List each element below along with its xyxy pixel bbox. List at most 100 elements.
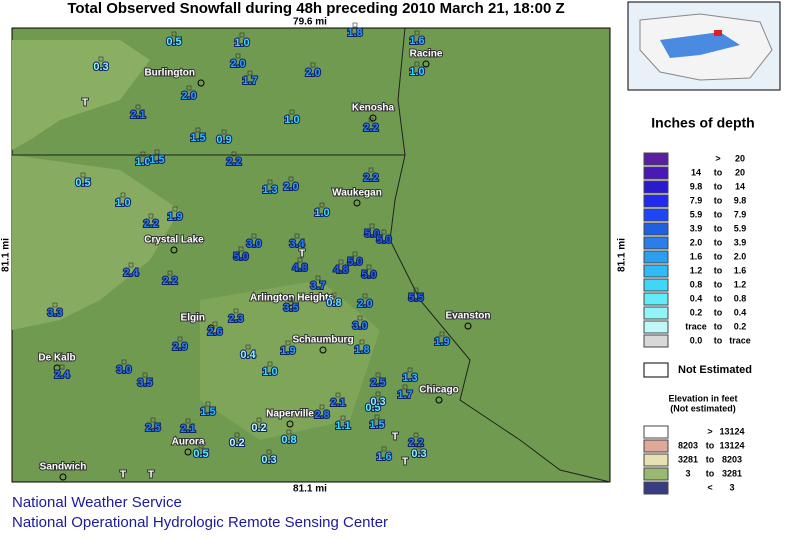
station-marker: [357, 315, 363, 321]
legend-label: >: [707, 426, 712, 436]
station-marker: [315, 275, 321, 281]
station-marker: [267, 179, 273, 185]
station-value: 2.0: [181, 90, 196, 102]
station-value: 1.6: [376, 451, 391, 463]
station-marker: [331, 292, 337, 298]
inset-region: [714, 30, 722, 36]
station-value: 1.5: [369, 419, 384, 431]
legend-swatch: [643, 292, 669, 306]
station-value: 4.8: [333, 264, 348, 276]
station-marker: [416, 443, 422, 449]
legend-label: 1.6: [734, 265, 747, 275]
station-value: 1.6: [409, 35, 424, 47]
station-marker: [381, 446, 387, 452]
station-value: 3.7: [310, 280, 325, 292]
station-marker: [212, 321, 218, 327]
station-value: 0.3: [370, 396, 385, 408]
legend-swatch: [643, 453, 669, 467]
station-value: 0.2: [251, 422, 266, 434]
station-value: 3.0: [352, 320, 367, 332]
legend-swatch: [643, 166, 669, 180]
legend-label: trace: [729, 335, 751, 345]
station-marker: [374, 414, 380, 420]
legend-label: 8203: [678, 440, 698, 450]
station-marker: [267, 361, 273, 367]
legend-label: to: [714, 293, 723, 303]
station-marker: [128, 262, 134, 268]
station-value: 0.3: [411, 448, 426, 460]
legend-swatch: [643, 467, 669, 481]
footer-line: National Weather Service: [12, 494, 182, 511]
station-value: 2.3: [228, 313, 243, 325]
station-marker: [375, 391, 381, 397]
station-value: 1.9: [434, 336, 449, 348]
legend-label: 14: [691, 167, 701, 177]
station-value: 2.2: [226, 156, 241, 168]
station-value: 1.0: [115, 197, 130, 209]
legend-title: Inches of depth: [651, 115, 754, 131]
station-value: 1.3: [402, 372, 417, 384]
scale-bottom: 81.1 mi: [293, 484, 327, 495]
station-marker: [142, 372, 148, 378]
legend-swatch: [643, 152, 669, 166]
station-value: 2.8: [314, 409, 329, 421]
legend-label: 9.8: [734, 195, 747, 205]
station-marker: [340, 415, 346, 421]
legend-swatch: [643, 194, 669, 208]
station-value: 1.0: [314, 207, 329, 219]
trace-marker: T: [392, 432, 398, 443]
legend-swatch: [643, 236, 669, 250]
station-value: 3.0: [246, 238, 261, 250]
legend-swatch: [643, 208, 669, 222]
station-value: 1.7: [397, 389, 412, 401]
legend-label: 9.8: [690, 181, 703, 191]
station-value: 0.4: [240, 349, 256, 361]
city-label: Sandwich: [40, 462, 87, 473]
legend-label: to: [714, 321, 723, 331]
city-label: De Kalb: [38, 353, 75, 364]
trace-marker: T: [120, 470, 126, 481]
station-value: 2.4: [54, 369, 70, 381]
station-marker: [233, 308, 239, 314]
legend-label: to: [714, 167, 723, 177]
station-value: 1.5: [149, 154, 164, 166]
city-label: Naperville: [266, 409, 314, 420]
station-marker: [148, 213, 154, 219]
station-value: 0.5: [75, 177, 90, 189]
station-marker: [319, 404, 325, 410]
legend-label: 3: [729, 482, 734, 492]
legend-label: to: [714, 237, 723, 247]
legend-label: to: [714, 209, 723, 219]
station-value: 2.5: [370, 377, 385, 389]
legend-label: to: [706, 440, 715, 450]
station-value: 1.0: [234, 37, 249, 49]
legend-label: 1.2: [690, 265, 703, 275]
city-label: Aurora: [172, 437, 205, 448]
station-marker: [369, 223, 375, 229]
station-marker: [98, 56, 104, 62]
terrain: [200, 280, 380, 440]
station-marker: [234, 432, 240, 438]
legend-swatch: [643, 250, 669, 264]
station-value: 1.0: [262, 366, 277, 378]
station-marker: [266, 449, 272, 455]
city-marker: [197, 79, 205, 87]
station-value: 5.0: [364, 228, 379, 240]
city-marker: [170, 246, 178, 254]
station-marker: [375, 372, 381, 378]
station-value: 0.9: [216, 134, 231, 146]
city-marker: [59, 473, 67, 481]
station-value: 1.0: [284, 114, 299, 126]
station-marker: [413, 432, 419, 438]
legend-label: 14: [735, 181, 745, 191]
station-value: 2.6: [207, 326, 222, 338]
city-marker: [288, 304, 296, 312]
station-value: 2.0: [230, 58, 245, 70]
station-value: 1.0: [135, 156, 150, 168]
legend-swatch: [643, 264, 669, 278]
legend-label: to: [714, 223, 723, 233]
station-marker: [352, 251, 358, 257]
station-marker: [231, 151, 237, 157]
legend-label: 5.9: [690, 209, 703, 219]
station-marker: [368, 167, 374, 173]
